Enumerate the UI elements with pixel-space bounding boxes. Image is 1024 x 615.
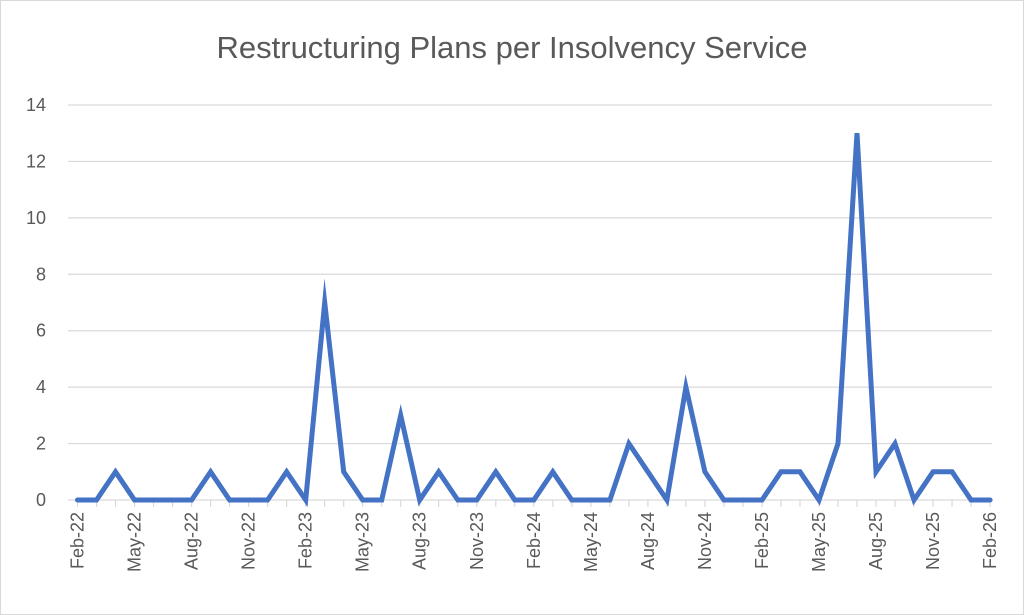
x-axis: Feb-22 May-22 Aug-22 Nov-22 Feb-23 May-23 Aug-… <box>68 499 1000 572</box>
data-point <box>400 414 402 416</box>
chart-title: Restructuring Plans per Insolvency Servi… <box>217 30 808 65</box>
data-point <box>267 499 269 501</box>
x-tick-label: May-24 <box>581 512 601 572</box>
data-point <box>77 499 79 501</box>
data-point <box>286 471 288 473</box>
data-point <box>970 499 972 501</box>
data-point <box>248 499 250 501</box>
data-point <box>666 499 668 501</box>
y-axis-ticks: 0 2 4 6 8 10 12 14 <box>26 95 46 510</box>
data-point <box>191 499 193 501</box>
x-tick-label: Feb-25 <box>752 512 772 569</box>
series <box>75 132 993 508</box>
y-tick-label: 6 <box>36 321 46 341</box>
data-point <box>932 471 934 473</box>
data-point <box>704 471 706 473</box>
x-tick-label: Nov-22 <box>239 512 259 570</box>
data-point <box>552 471 554 473</box>
data-point <box>818 499 820 501</box>
data-point <box>153 499 155 501</box>
data-point <box>780 471 782 473</box>
data-point <box>913 499 915 501</box>
data-point <box>438 471 440 473</box>
x-tick-label: May-25 <box>809 512 829 572</box>
data-point <box>894 443 896 445</box>
data-point <box>590 499 592 501</box>
y-tick-label: 8 <box>36 264 46 284</box>
data-point <box>628 443 630 445</box>
data-point <box>837 443 839 445</box>
data-point <box>324 302 326 303</box>
data-point <box>115 471 117 473</box>
x-tick-label: Aug-24 <box>638 512 658 570</box>
data-point <box>761 499 763 501</box>
data-point <box>305 499 307 501</box>
data-point <box>210 471 212 473</box>
x-tick-label: Aug-22 <box>182 512 202 570</box>
data-point <box>381 499 383 501</box>
x-tick-label: Nov-23 <box>467 512 487 570</box>
data-point <box>571 499 573 501</box>
data-point <box>856 132 858 134</box>
data-point <box>476 499 478 501</box>
data-point <box>685 386 687 388</box>
x-tick-label: Feb-26 <box>980 512 1000 569</box>
x-tick-label: Feb-23 <box>296 512 316 569</box>
data-point <box>457 499 459 501</box>
data-point <box>134 499 136 501</box>
data-point <box>229 499 231 501</box>
data-point <box>495 471 497 473</box>
data-point <box>609 499 611 501</box>
x-tick-label: May-23 <box>353 512 373 572</box>
x-tick-label: May-22 <box>125 512 145 572</box>
x-tick-label: Nov-24 <box>695 512 715 570</box>
series-line <box>75 133 993 508</box>
data-point <box>172 499 174 501</box>
x-tick-label: Feb-24 <box>524 512 544 569</box>
x-tick-label: Aug-23 <box>410 512 430 570</box>
data-point <box>362 499 364 501</box>
y-tick-label: 14 <box>26 95 46 115</box>
x-tick-label: Aug-25 <box>866 512 886 570</box>
data-point <box>799 471 801 473</box>
data-point <box>514 499 516 501</box>
data-point <box>533 499 535 501</box>
y-tick-label: 0 <box>36 490 46 510</box>
data-point <box>723 499 725 501</box>
y-tick-label: 10 <box>26 208 46 228</box>
y-tick-label: 12 <box>26 151 46 171</box>
data-point <box>96 499 98 501</box>
data-point <box>951 471 953 473</box>
x-tick-label: Feb-22 <box>68 512 88 569</box>
data-point <box>742 499 744 501</box>
data-point <box>343 471 345 473</box>
y-tick-label: 2 <box>36 434 46 454</box>
x-tick-label: Nov-25 <box>923 512 943 570</box>
data-point <box>419 499 421 501</box>
data-point <box>647 471 649 473</box>
data-point <box>989 499 991 501</box>
data-point <box>875 471 877 473</box>
y-tick-label: 4 <box>36 377 46 397</box>
